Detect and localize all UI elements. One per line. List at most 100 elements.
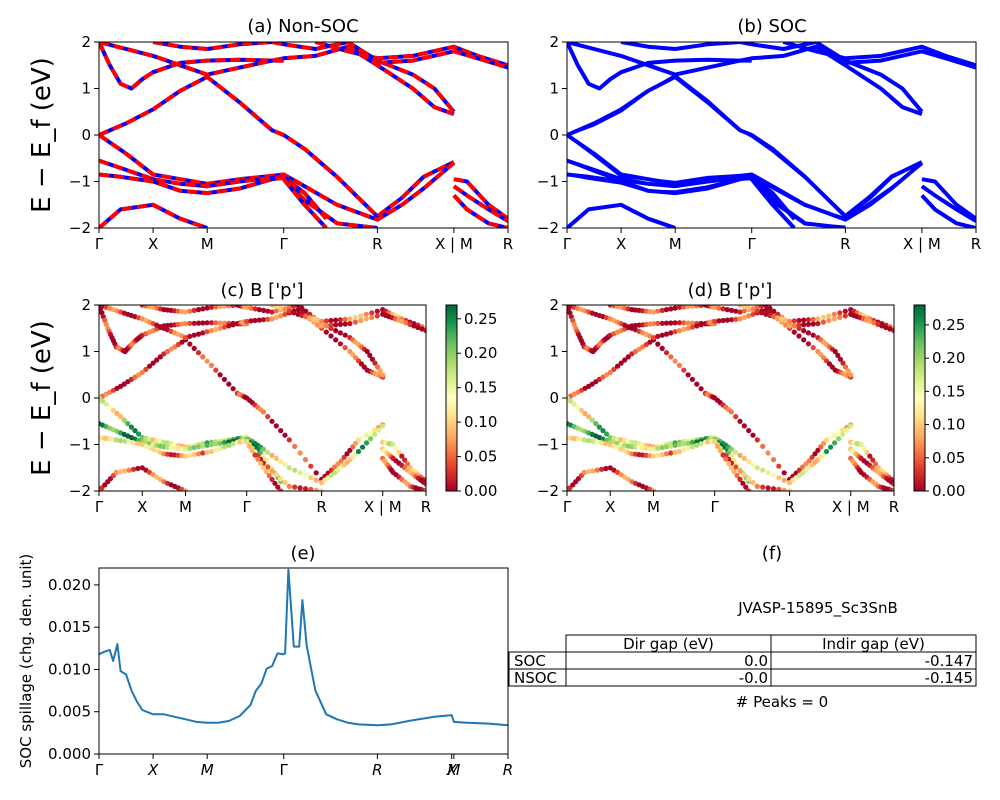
band-line-split xyxy=(567,173,846,228)
band-point xyxy=(864,449,870,455)
band-point xyxy=(842,313,848,319)
x-tick-label: Γ xyxy=(280,235,289,253)
band-point xyxy=(368,436,374,442)
band-point xyxy=(712,439,718,445)
band-point xyxy=(125,421,131,427)
band-point xyxy=(350,444,356,450)
band-point xyxy=(750,307,756,313)
band-point xyxy=(208,328,215,334)
x-tick-label: M xyxy=(447,761,460,779)
band-point xyxy=(355,448,362,455)
x-tick-label: X xyxy=(616,235,626,253)
band-point xyxy=(581,437,587,443)
y-tick-label: 0 xyxy=(549,389,559,407)
band-point xyxy=(323,318,329,324)
band-point xyxy=(217,372,223,378)
band-point xyxy=(763,307,769,313)
band-point xyxy=(311,316,317,322)
band-point xyxy=(746,488,752,491)
band-point xyxy=(845,368,851,374)
peaks-footer: # Peaks = 0 xyxy=(736,693,828,711)
band-point xyxy=(249,448,255,454)
band-point xyxy=(867,453,873,459)
band-point xyxy=(714,443,721,449)
band-point xyxy=(737,309,743,315)
panel-d-plot: −2 −1 0 1 2 Γ X M Γ R X | M R xyxy=(537,296,899,516)
band-point xyxy=(589,417,595,423)
y-tick-label: −1 xyxy=(69,436,91,454)
band-point xyxy=(286,437,292,443)
colorbar-bar xyxy=(913,304,926,492)
band-point xyxy=(781,470,787,476)
panel-c-colorbar: 0.00 0.05 0.10 0.15 0.20 0.25 xyxy=(445,304,497,500)
band-line-dashed xyxy=(452,184,508,223)
band-point xyxy=(724,317,730,323)
band-point xyxy=(355,437,362,443)
colorbar-tick-label: 0.10 xyxy=(932,416,965,434)
band-point xyxy=(266,472,272,479)
band-point xyxy=(681,447,687,453)
band-point xyxy=(743,484,749,490)
band-point xyxy=(313,470,319,476)
panel-f: (f) JVASP-15895_Sc3SnB Dir gap (eV) Indir … xyxy=(508,543,977,711)
band-point xyxy=(823,437,830,443)
band-point xyxy=(195,320,202,326)
band-point xyxy=(131,466,137,472)
y-tick-label: 0.005 xyxy=(48,703,91,721)
band-point xyxy=(407,321,413,327)
band-point xyxy=(568,398,574,404)
band-point xyxy=(812,451,818,457)
band-point xyxy=(655,445,661,451)
band-point xyxy=(369,310,375,316)
band-point xyxy=(226,442,232,448)
band-point xyxy=(291,305,297,309)
band-point xyxy=(337,330,343,336)
y-tick-label: −2 xyxy=(69,219,91,237)
y-tick-label: 1 xyxy=(81,343,91,361)
band-point xyxy=(118,438,124,444)
x-tick-label: X | M xyxy=(903,235,941,253)
band-point xyxy=(728,465,735,471)
band-point xyxy=(659,345,665,351)
band-point xyxy=(716,318,722,324)
band-point xyxy=(720,452,726,458)
band-point xyxy=(791,322,797,329)
band-point xyxy=(663,307,670,313)
band-point xyxy=(195,307,202,313)
band-point xyxy=(815,321,821,327)
band-point xyxy=(278,313,284,319)
band-point xyxy=(776,486,782,491)
band-point xyxy=(423,488,426,491)
band-point xyxy=(672,305,678,311)
band-point xyxy=(113,469,119,475)
band-point xyxy=(282,311,288,317)
band-point xyxy=(269,418,275,424)
plot-area xyxy=(99,305,426,491)
band-point xyxy=(273,305,279,310)
band-point xyxy=(128,424,134,430)
band-line-dashed xyxy=(99,172,378,228)
band-point xyxy=(182,335,189,341)
band-point xyxy=(806,458,812,464)
band-point xyxy=(195,331,202,337)
band-point xyxy=(260,446,266,452)
band-point xyxy=(273,455,279,461)
table-cell-value: -0.0 xyxy=(739,669,768,687)
band-point xyxy=(200,320,206,326)
band-point xyxy=(582,410,588,417)
band-point xyxy=(733,449,739,455)
band-line-split xyxy=(567,73,923,218)
band-point xyxy=(672,329,678,335)
band-point xyxy=(731,469,737,475)
band-line xyxy=(152,42,456,114)
band-point xyxy=(568,314,574,320)
band-point xyxy=(717,448,723,454)
band-point xyxy=(891,488,894,491)
band-point xyxy=(694,305,700,309)
band-point xyxy=(836,436,842,442)
band-point xyxy=(805,341,812,347)
band-point xyxy=(332,464,338,470)
band-point xyxy=(292,443,298,449)
band-line xyxy=(99,74,455,219)
band-point xyxy=(775,315,781,321)
